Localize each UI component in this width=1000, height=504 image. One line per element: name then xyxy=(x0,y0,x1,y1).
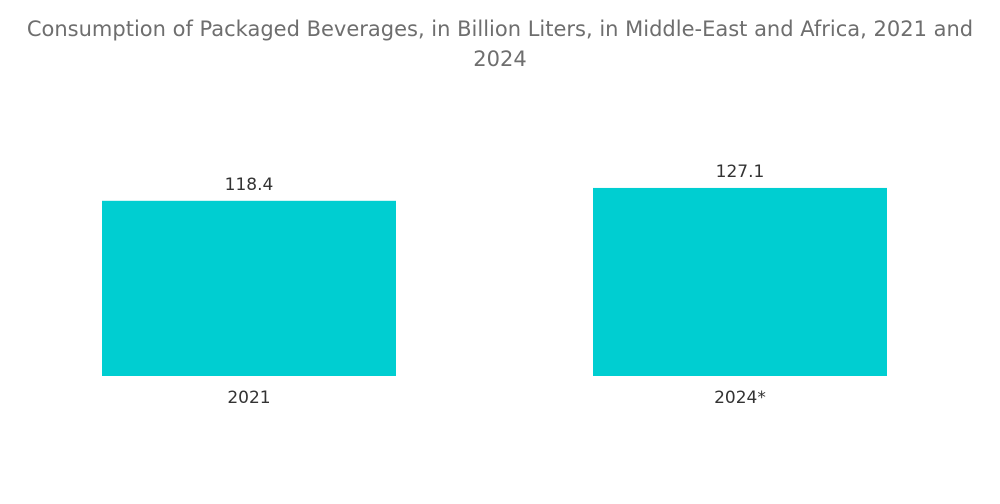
category-labels-group: 2021 2024* xyxy=(227,388,766,408)
bar-2021 xyxy=(102,200,396,376)
category-label: 2024* xyxy=(714,388,766,408)
value-label: 118.4 xyxy=(225,175,274,195)
category-label: 2021 xyxy=(227,388,270,408)
chart-title: Consumption of Packaged Beverages, in Bi… xyxy=(26,17,974,71)
bar-2024 xyxy=(593,187,887,376)
value-label: 127.1 xyxy=(716,162,765,182)
bars-group xyxy=(102,187,887,376)
value-labels-group: 118.4 127.1 xyxy=(225,162,765,195)
